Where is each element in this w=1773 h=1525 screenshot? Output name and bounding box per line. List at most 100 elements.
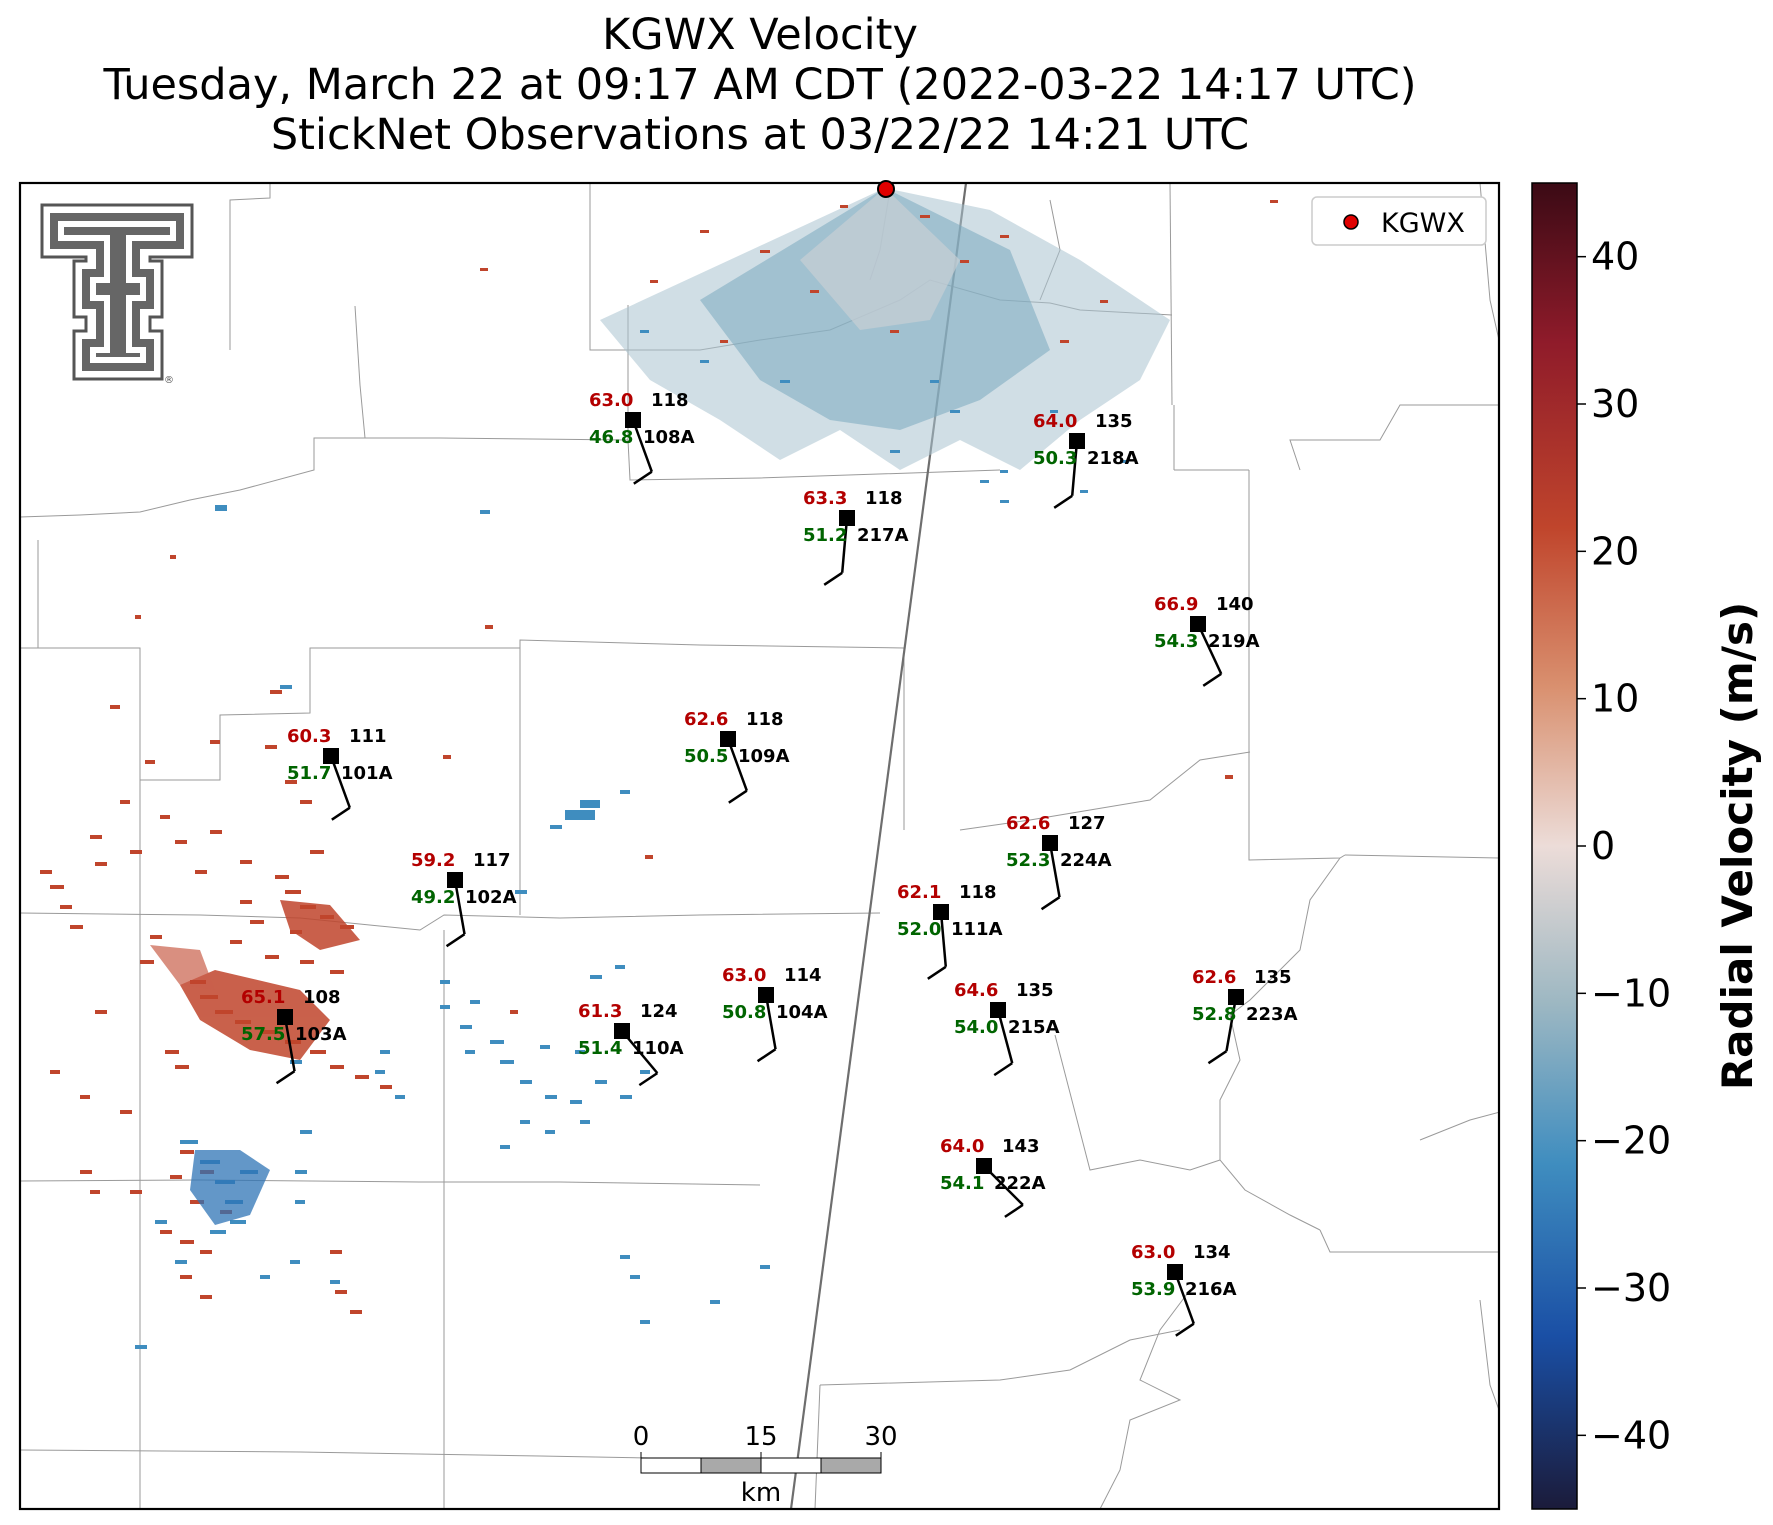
wind-barb-flag [993, 1062, 1013, 1077]
wind-barb-staff [996, 1009, 1014, 1064]
station-marker [720, 731, 736, 747]
wind-barb-staff [1225, 996, 1238, 1052]
station-dewpoint: 51.2 [803, 525, 847, 546]
wind-barb-flag [331, 806, 351, 821]
wind-barb-staff [840, 517, 849, 573]
station-109A[interactable]: 62.6 118 50.5 109A [684, 709, 790, 804]
scale-unit: km [741, 1478, 781, 1508]
station-dewpoint: 52.8 [1192, 1004, 1236, 1025]
colorbar-ticks: 40 30 20 10 0 −10 −20 −30 −40 [1577, 235, 1671, 1457]
station-dewpoint: 53.9 [1131, 1279, 1175, 1300]
wind-barb-flag [1004, 1203, 1024, 1218]
station-224A[interactable]: 62.6 127 52.3 224A [1006, 813, 1112, 911]
station-110A[interactable]: 61.3 124 51.4 110A [578, 1001, 684, 1087]
station-id: 219A [1208, 631, 1260, 652]
colorbar: 40 30 20 10 0 −10 −20 −30 −40 Radial Velocity (m… [1531, 182, 1762, 1510]
station-103A[interactable]: 65.1 108 57.5 103A [241, 987, 347, 1085]
station-dewpoint: 57.5 [241, 1024, 285, 1045]
station-dewpoint: 54.1 [940, 1173, 984, 1194]
station-value: 108 [303, 987, 341, 1008]
station-temperature: 63.0 [722, 965, 766, 986]
station-102A[interactable]: 59.2 117 49.2 102A [411, 850, 517, 948]
legend-marker-icon [1343, 214, 1359, 230]
station-value: 135 [1016, 980, 1054, 1001]
radar-red-cluster [150, 900, 360, 1060]
station-value: 118 [959, 882, 997, 903]
station-marker [758, 987, 774, 1003]
sticknet-stations: 63.0 118 46.8 108A 64.0 135 50.3 218A 63.3 118 51.… [241, 390, 1298, 1337]
station-223A[interactable]: 62.6 135 52.8 223A [1192, 967, 1298, 1065]
station-id: 103A [295, 1024, 347, 1045]
wind-barb-staff [939, 911, 948, 967]
title-line-2: Tuesday, March 22 at 09:17 AM CDT (2022-… [103, 60, 1417, 110]
station-value: 118 [746, 709, 784, 730]
title-line-3: StickNet Observations at 03/22/22 14:21 … [270, 110, 1250, 160]
station-temperature: 65.1 [241, 987, 285, 1008]
wind-barb-flag [445, 933, 466, 948]
station-marker [1167, 1264, 1183, 1280]
station-marker [1069, 433, 1085, 449]
station-marker [990, 1002, 1006, 1018]
station-108A[interactable]: 63.0 118 46.8 108A [589, 390, 695, 485]
station-value: 124 [640, 1001, 678, 1022]
colorbar-tick-label: 30 [1591, 382, 1639, 426]
station-id: 110A [632, 1038, 684, 1059]
wind-barb-staff [1196, 623, 1223, 675]
station-temperature: 62.6 [684, 709, 728, 730]
station-value: 143 [1002, 1136, 1040, 1157]
station-value: 140 [1216, 594, 1254, 615]
station-marker [614, 1023, 630, 1039]
station-id: 109A [738, 746, 790, 767]
wind-barb-flag [756, 1048, 777, 1063]
station-temperature: 59.2 [411, 850, 455, 871]
station-value: 134 [1193, 1242, 1231, 1263]
station-id: 111A [951, 919, 1003, 940]
wind-barb-staff [1048, 842, 1061, 898]
station-218A[interactable]: 64.0 135 50.3 218A [1033, 411, 1139, 509]
wind-barb-flag [1053, 494, 1073, 509]
scale-label-0: 0 [633, 1422, 650, 1452]
texas-tech-logo: ® [40, 203, 194, 386]
kgwx-radar-site-marker[interactable] [877, 180, 895, 198]
station-216A[interactable]: 63.0 134 53.9 216A [1131, 1242, 1237, 1337]
station-217A[interactable]: 63.3 118 51.2 217A [803, 488, 909, 586]
station-id: 216A [1185, 1279, 1237, 1300]
colorbar-gradient [1531, 182, 1578, 1510]
wind-barb-staff [1173, 1271, 1195, 1325]
station-marker [277, 1009, 293, 1025]
station-219A[interactable]: 66.9 140 54.3 219A [1154, 594, 1260, 687]
station-marker [1190, 616, 1206, 632]
station-temperature: 64.6 [954, 980, 998, 1001]
station-dewpoint: 49.2 [411, 887, 455, 908]
station-value: 111 [349, 726, 387, 747]
station-dewpoint: 52.3 [1006, 850, 1050, 871]
colorbar-tick-label: 40 [1591, 235, 1639, 279]
station-222A[interactable]: 64.0 143 54.1 222A [940, 1136, 1046, 1218]
station-marker [976, 1158, 992, 1174]
station-id: 217A [857, 525, 909, 546]
wind-barb-staff [453, 879, 466, 935]
station-dewpoint: 50.5 [684, 746, 728, 767]
station-id: 102A [465, 887, 517, 908]
station-dewpoint: 50.3 [1033, 448, 1077, 469]
station-dewpoint: 52.0 [897, 919, 941, 940]
station-dewpoint: 46.8 [589, 427, 633, 448]
station-215A[interactable]: 64.6 135 54.0 215A [954, 980, 1060, 1077]
scale-label-30: 30 [864, 1422, 897, 1452]
station-111A[interactable]: 62.1 118 52.0 111A [897, 882, 1003, 980]
legend: KGWX [1311, 196, 1487, 246]
station-temperature: 63.3 [803, 488, 847, 509]
station-101A[interactable]: 60.3 111 51.7 101A [287, 726, 393, 821]
wind-barb-staff [1070, 440, 1079, 496]
wind-barb-flag [1207, 1050, 1228, 1065]
station-104A[interactable]: 63.0 114 50.8 104A [722, 965, 828, 1063]
station-marker [933, 904, 949, 920]
station-temperature: 62.6 [1006, 813, 1050, 834]
legend-label: KGWX [1381, 208, 1465, 239]
station-temperature: 61.3 [578, 1001, 622, 1022]
station-marker [447, 872, 463, 888]
station-id: 224A [1060, 850, 1112, 871]
station-temperature: 64.0 [940, 1136, 984, 1157]
radar-near-returns [480, 188, 1278, 503]
colorbar-tick-label: 20 [1591, 529, 1639, 573]
